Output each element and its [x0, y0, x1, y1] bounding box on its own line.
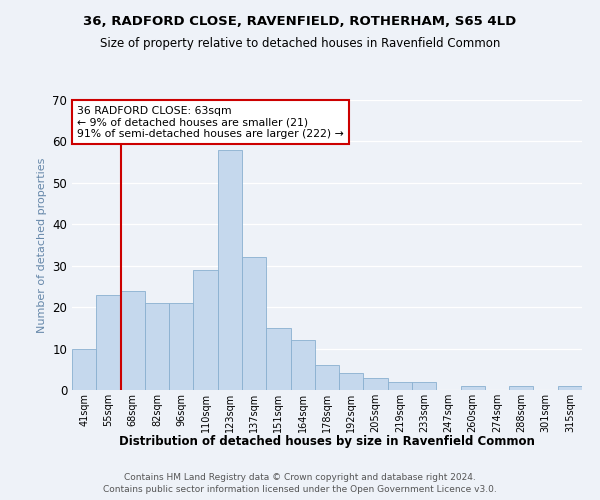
Text: Contains HM Land Registry data © Crown copyright and database right 2024.: Contains HM Land Registry data © Crown c… — [124, 473, 476, 482]
Bar — [509, 386, 533, 390]
Bar — [412, 382, 436, 390]
Text: Distribution of detached houses by size in Ravenfield Common: Distribution of detached houses by size … — [119, 435, 535, 448]
Text: Contains public sector information licensed under the Open Government Licence v3: Contains public sector information licen… — [103, 484, 497, 494]
Bar — [364, 378, 388, 390]
Bar — [218, 150, 242, 390]
Text: 36, RADFORD CLOSE, RAVENFIELD, ROTHERHAM, S65 4LD: 36, RADFORD CLOSE, RAVENFIELD, ROTHERHAM… — [83, 15, 517, 28]
Text: 36 RADFORD CLOSE: 63sqm
← 9% of detached houses are smaller (21)
91% of semi-det: 36 RADFORD CLOSE: 63sqm ← 9% of detached… — [77, 106, 344, 139]
Bar — [558, 386, 582, 390]
Bar — [96, 294, 121, 390]
Bar — [388, 382, 412, 390]
Text: Size of property relative to detached houses in Ravenfield Common: Size of property relative to detached ho… — [100, 38, 500, 51]
Bar — [290, 340, 315, 390]
Bar — [193, 270, 218, 390]
Bar — [315, 365, 339, 390]
Bar — [72, 348, 96, 390]
Bar — [461, 386, 485, 390]
Bar — [242, 258, 266, 390]
Bar — [121, 290, 145, 390]
Bar — [339, 374, 364, 390]
Y-axis label: Number of detached properties: Number of detached properties — [37, 158, 47, 332]
Bar — [169, 303, 193, 390]
Bar — [266, 328, 290, 390]
Bar — [145, 303, 169, 390]
